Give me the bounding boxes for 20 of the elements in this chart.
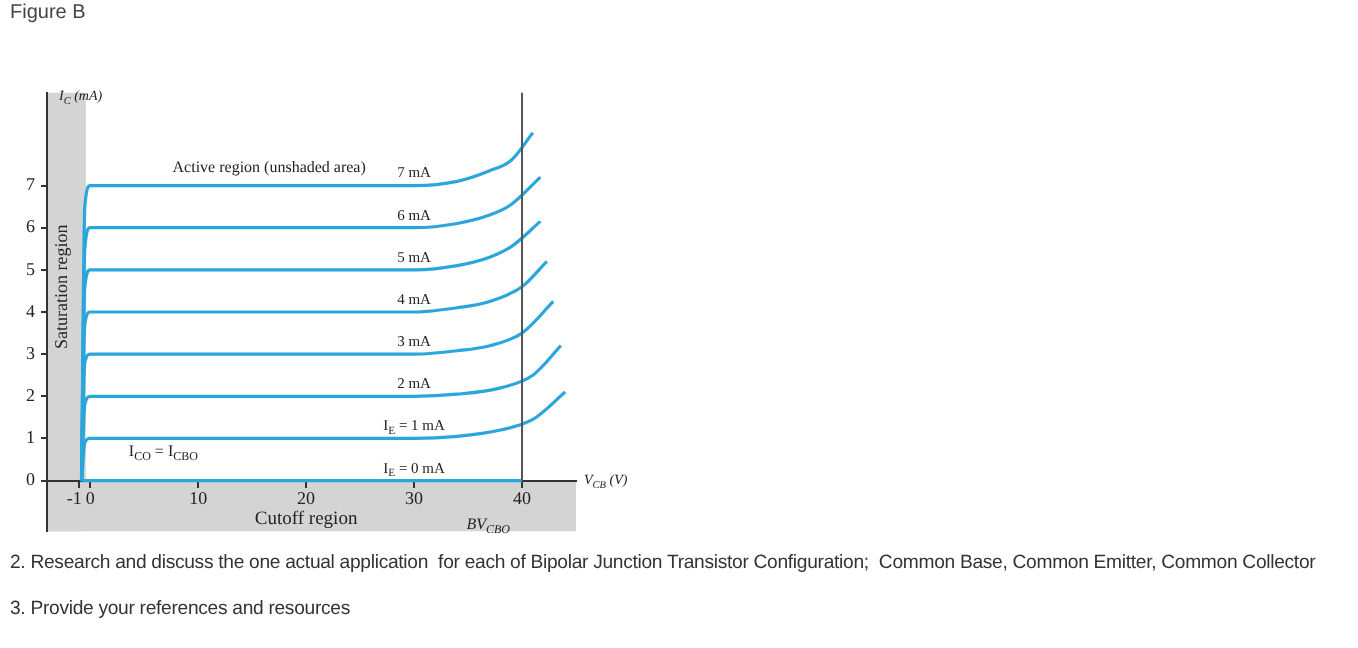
y-tick-label: 1 (26, 427, 35, 448)
x-tick-label: 40 (513, 488, 533, 509)
annotation: Active region (unshaded area) (172, 157, 367, 176)
y-tick-label: 7 (26, 174, 36, 195)
y-tick-label: 6 (26, 216, 36, 237)
x-tick-label: 0 (85, 488, 96, 509)
y-tick-label: 5 (26, 258, 36, 279)
x-tick-label: 10 (189, 488, 209, 509)
text: 3. Provide your references and resources (10, 598, 350, 620)
y-tick-label: 4 (26, 300, 36, 321)
x-tick-label: -1 (66, 488, 82, 509)
chart-title: Figure B (10, 2, 86, 24)
y-tick-label: 2 (26, 385, 35, 406)
band-label: Saturation region (51, 223, 72, 349)
text: 2. Research and discuss the one actual application for each of Bipolar Junction Transistor Configuration; Common Base, Common Emitter, Common Collector (10, 552, 1316, 574)
x-tick-label: 20 (297, 488, 317, 509)
band-label: Cutoff region (254, 510, 358, 531)
x-tick-label: 30 (405, 488, 425, 509)
y-tick-label: 3 (26, 342, 36, 363)
y-tick-label: 0 (26, 469, 36, 490)
